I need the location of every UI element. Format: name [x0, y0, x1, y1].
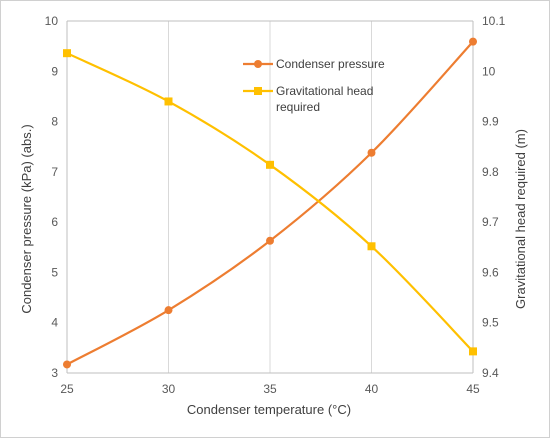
data-point: [266, 236, 274, 245]
data-point: [164, 97, 173, 106]
y-right-tick-label: 10.1: [482, 14, 506, 28]
y-right-tick-label: 10: [482, 64, 496, 78]
data-point: [266, 160, 274, 169]
series-2: [63, 49, 477, 356]
series-1: [63, 37, 477, 369]
series-line: [66, 52, 474, 353]
x-tick-label: 35: [263, 382, 277, 396]
data-point: [469, 37, 477, 46]
y-left-tick-label: 9: [51, 64, 58, 78]
y-right-tick-label: 9.7: [482, 215, 499, 229]
x-tick-label: 45: [466, 382, 480, 396]
x-axis-title: Condenser temperature (°C): [187, 402, 351, 417]
data-point: [367, 148, 376, 157]
y-left-tick-label: 4: [51, 316, 58, 330]
tick-labels: 25 30 35 40 453456789109.49.59.69.79.89.9101…: [45, 14, 506, 396]
y-right-tick-label: 9.4: [482, 366, 499, 380]
y-axis-left-title: Condenser pressure (kPa) (abs.): [19, 124, 34, 313]
y-right-tick-label: 9.9: [482, 115, 499, 129]
data-point: [63, 49, 71, 58]
y-left-tick-label: 3: [51, 366, 58, 380]
x-tick-label: 40: [365, 382, 379, 396]
data-point: [164, 306, 173, 315]
legend-label: Condenser pressure: [276, 57, 385, 71]
y-left-tick-label: 7: [51, 165, 58, 179]
y-axis-right-title: Gravitational head required (m): [513, 129, 528, 309]
legend-label: required: [276, 100, 320, 114]
legend-label: Gravitational head: [276, 84, 373, 98]
y-right-tick-label: 9.6: [482, 265, 499, 279]
gridlines: [66, 21, 474, 373]
data-point: [63, 360, 71, 369]
legend: Condenser pressure Gravitational head requ…: [243, 57, 385, 114]
data-point: [367, 242, 376, 251]
x-tick-label: 30: [162, 382, 176, 396]
y-left-tick-label: 10: [45, 14, 59, 28]
series: [63, 37, 477, 369]
data-point: [469, 347, 477, 356]
legend-marker: [254, 60, 262, 68]
y-right-tick-label: 9.5: [482, 316, 499, 330]
legend-marker: [254, 87, 262, 95]
x-tick-label: 25: [60, 382, 74, 396]
y-left-tick-label: 6: [51, 215, 58, 229]
y-right-tick-label: 9.8: [482, 165, 499, 179]
y-left-tick-label: 8: [51, 115, 58, 129]
axes: [66, 20, 474, 374]
y-left-tick-label: 5: [51, 265, 58, 279]
